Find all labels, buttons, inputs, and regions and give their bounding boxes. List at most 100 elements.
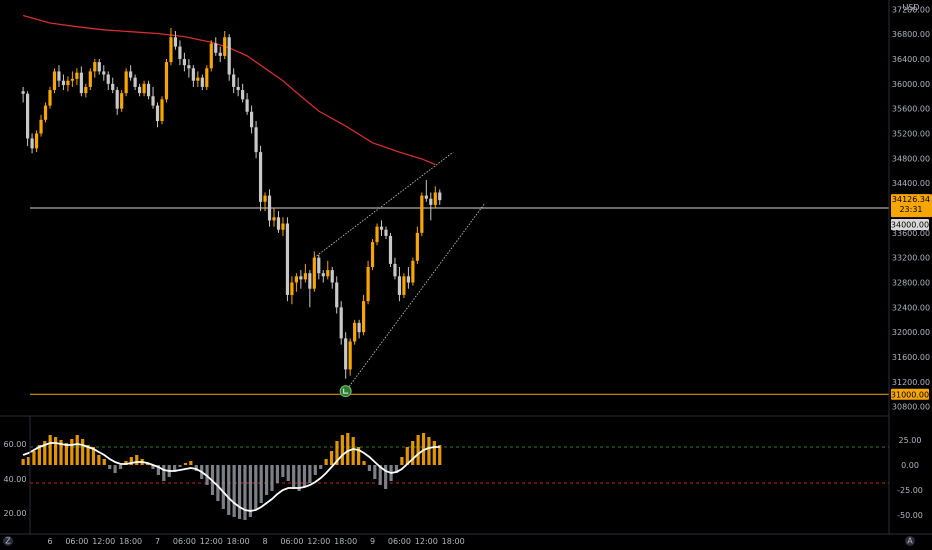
price-axis[interactable]: USD 37200.00 36800.00 36400.00 36000.00 3560…	[892, 3, 930, 412]
price-pane[interactable]	[21, 14, 889, 398]
oscillator-right-axis: 25.00 0.00 -25.00 -50.00	[897, 436, 923, 520]
candle-body	[267, 195, 272, 221]
candle-body	[411, 260, 415, 283]
candle-body	[84, 86, 88, 94]
candle-body	[178, 46, 182, 59]
oscillator-left-tick: 20.00	[4, 509, 27, 518]
candle-body	[138, 86, 142, 94]
candle-body	[34, 133, 39, 149]
auto-scale-badge-label: A	[907, 537, 913, 546]
auto-scale-badge[interactable]: A	[905, 536, 915, 546]
candle-body	[88, 71, 92, 87]
price-tick-label: 32400.00	[892, 303, 930, 312]
oscillator-bar	[91, 447, 96, 465]
time-tick-label: 06:00	[280, 537, 303, 546]
candle-body	[245, 99, 249, 112]
candle-body	[191, 68, 195, 81]
oscillator-bar	[32, 451, 36, 465]
oscillator-left-tick: 40.00	[4, 475, 27, 484]
oscillator-bar	[421, 433, 426, 465]
oscillator-pane[interactable]	[21, 433, 889, 520]
candle-body	[102, 71, 106, 75]
candle-body	[196, 77, 200, 81]
oscillator-bar	[324, 459, 328, 465]
candle-body	[169, 37, 173, 63]
candle-body	[357, 322, 361, 333]
candle-body	[75, 72, 79, 79]
oscillator-bar	[432, 441, 436, 465]
oscillator-bar	[26, 457, 31, 465]
oscillator-bar	[281, 465, 285, 477]
oscillator-bar	[340, 435, 344, 465]
candle-body	[339, 307, 343, 339]
candle-body	[30, 138, 34, 149]
price-tick-label: 34800.00	[892, 154, 930, 163]
oscillator-bar	[183, 463, 188, 465]
candle-body	[433, 192, 437, 205]
price-tick-label: 36400.00	[892, 55, 930, 64]
time-axis[interactable]: 6 06:00 12:00 18:00 7 06:00 12:00 18:00 8 06:00 12…	[47, 537, 464, 546]
level-31000-tag-bg	[891, 388, 929, 400]
auto-scale-badge-circle	[905, 536, 915, 546]
oscillator-bar	[351, 437, 355, 465]
oscillator-bar	[427, 437, 431, 465]
level-31000-tag[interactable]: 31000.00	[891, 388, 929, 400]
candle-body	[375, 226, 379, 243]
candle-body	[326, 270, 330, 277]
time-tick-label: 9	[370, 537, 375, 546]
candle-body	[370, 242, 375, 267]
current-price-tag-bg	[891, 194, 932, 218]
candle-body	[115, 90, 119, 109]
oscillator-bar	[329, 451, 334, 465]
oscillator-bar	[302, 465, 307, 487]
candle-countdown: 23:31	[899, 205, 922, 214]
timezone-badge-circle	[3, 536, 13, 546]
oscillator-bar	[189, 461, 193, 465]
oscillator-bar	[145, 463, 150, 465]
time-tick-label: 7	[155, 537, 160, 546]
pivot-marker[interactable]	[339, 385, 352, 398]
oscillator-bar	[81, 439, 85, 465]
candle-body	[129, 71, 133, 78]
oscillator-left-axis: 60.00 40.00 20.00	[4, 440, 27, 518]
candle-body	[308, 273, 312, 289]
candle-body	[93, 62, 97, 72]
candle-body	[66, 80, 70, 86]
oscillator-bar	[53, 437, 58, 465]
oscillator-bar	[156, 465, 160, 475]
time-tick-label: 12:00	[415, 537, 438, 546]
price-tick-label: 33200.00	[892, 254, 930, 263]
candle-body	[164, 62, 169, 100]
oscillator-bar	[400, 457, 404, 465]
candle-body	[303, 273, 307, 280]
time-tick-label: 06:00	[65, 537, 88, 546]
rising-wedge-trendlines[interactable]	[314, 151, 485, 392]
price-tick-label: 31600.00	[892, 353, 930, 362]
candle-body	[79, 72, 83, 94]
oscillator-bar	[438, 445, 442, 465]
timezone-badge[interactable]: Z	[3, 536, 13, 546]
candlestick-series	[21, 27, 442, 379]
oscillator-bar	[405, 447, 409, 465]
candle-body	[258, 152, 263, 202]
oscillator-bar	[216, 465, 220, 501]
oscillator-bar	[70, 439, 74, 465]
current-price-tag[interactable]: 34126.34 23:31	[891, 194, 932, 218]
candle-body	[146, 83, 151, 97]
candle-body	[124, 71, 128, 94]
candle-body	[353, 322, 357, 342]
level-34000-tag[interactable]: 34000.00	[891, 219, 929, 230]
candle-body	[21, 91, 25, 94]
time-tick-label: 12:00	[200, 537, 223, 546]
candle-body	[321, 273, 325, 277]
oscillator-bar	[346, 433, 350, 465]
oscillator-bar	[254, 465, 258, 509]
oscillator-right-tick: -50.00	[897, 511, 923, 520]
oscillator-bar	[108, 465, 112, 469]
price-tick-label: 31200.00	[892, 378, 930, 387]
time-tick-label: 18:00	[119, 537, 142, 546]
oscillator-bar	[292, 465, 296, 489]
oscillator-bar	[362, 461, 366, 465]
